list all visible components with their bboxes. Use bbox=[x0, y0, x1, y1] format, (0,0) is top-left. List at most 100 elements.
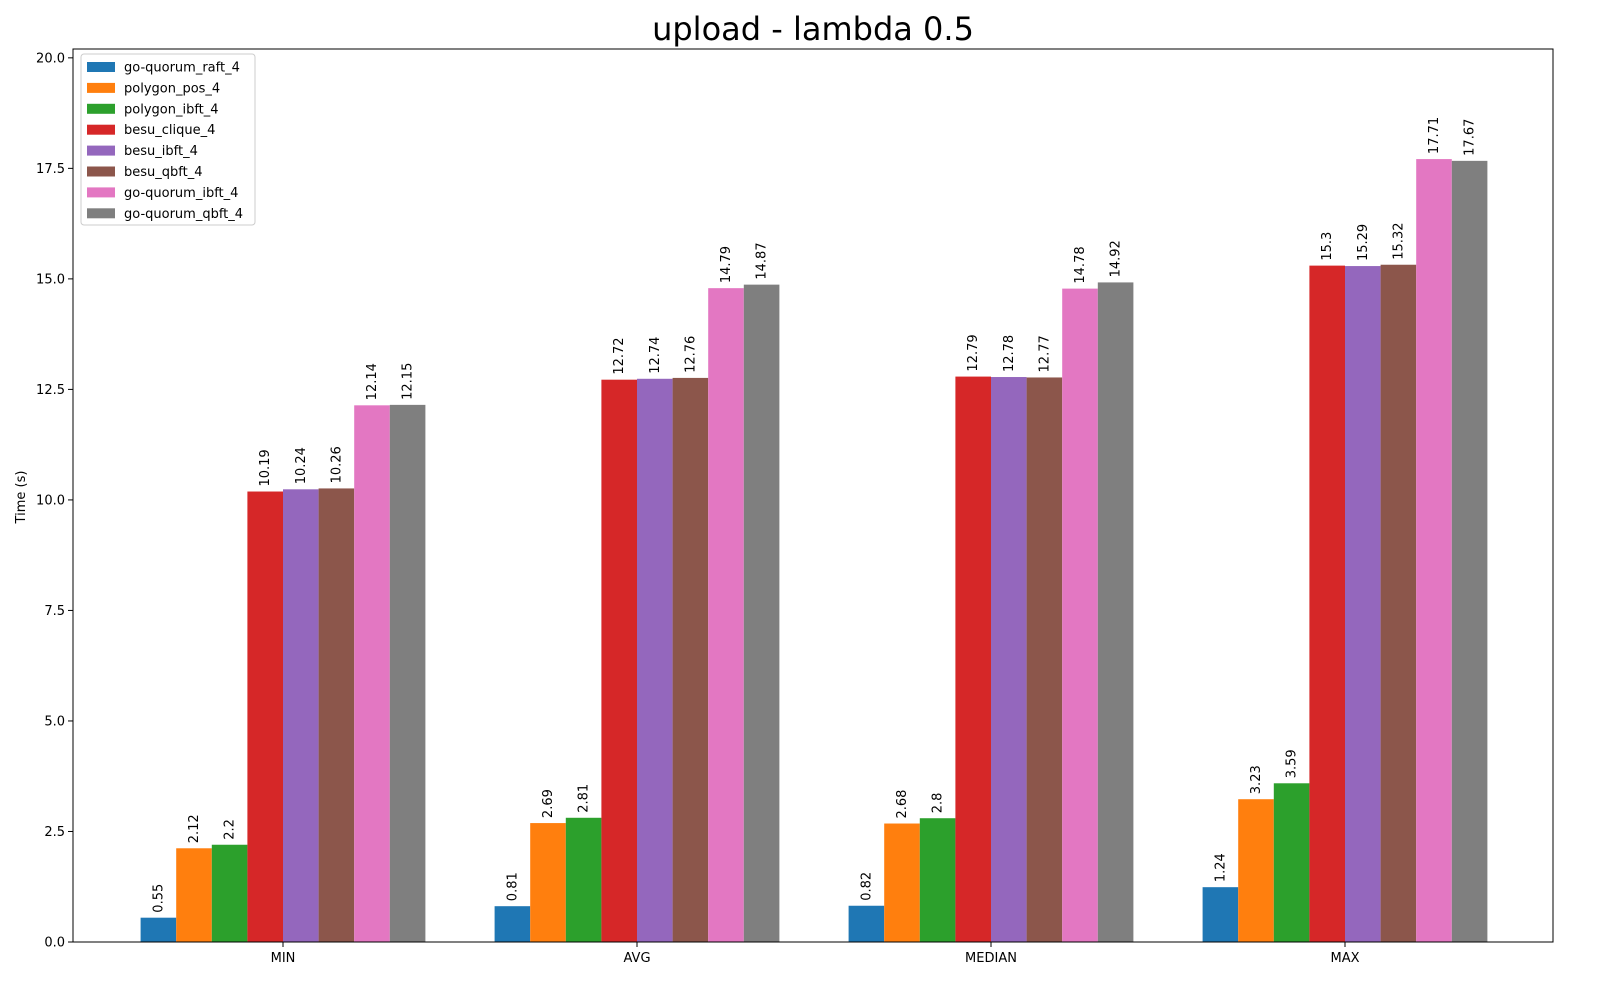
data-label: 2.69 bbox=[541, 789, 556, 818]
legend-entry-label: polygon_pos_4 bbox=[124, 81, 220, 96]
data-label: 14.79 bbox=[719, 246, 734, 283]
bar-go-quorum_ibft_4-MAX bbox=[1416, 159, 1452, 942]
bar-polygon_pos_4-AVG bbox=[530, 823, 566, 942]
axes-layer: 0.0 2.5 5.0 7.5 10.0 12.5 15.0 17.5 20.0 MIN AVG ME… bbox=[36, 48, 1554, 966]
data-label: 12.72 bbox=[612, 337, 627, 374]
bar-go-quorum_qbft_4-AVG bbox=[743, 284, 780, 942]
data-label: 0.82 bbox=[859, 872, 874, 901]
bars-layer bbox=[140, 159, 1488, 943]
bar-besu_qbft_4-MIN bbox=[318, 488, 355, 942]
y-tick-label: 10.0 bbox=[36, 493, 65, 508]
bar-go-quorum_ibft_4-AVG bbox=[708, 288, 744, 942]
y-tick-label: 20.0 bbox=[36, 51, 65, 66]
legend-swatch bbox=[87, 187, 115, 198]
legend-box bbox=[80, 53, 256, 226]
legend-swatch bbox=[87, 208, 115, 219]
x-tick-label: MIN bbox=[271, 951, 296, 966]
y-axis-label: Time (s) bbox=[14, 471, 29, 525]
data-label: 12.15 bbox=[401, 363, 416, 400]
bar-polygon_pos_4-MAX bbox=[1238, 799, 1274, 942]
bar-go-quorum_ibft_4-MEDIAN bbox=[1062, 288, 1098, 942]
legend-entry-label: besu_qbft_4 bbox=[124, 165, 202, 180]
data-label: 12.74 bbox=[648, 337, 663, 374]
data-label: 17.67 bbox=[1463, 119, 1478, 156]
bar-besu_ibft_4-MIN bbox=[283, 489, 319, 942]
legend-entry-label: go-quorum_ibft_4 bbox=[124, 186, 238, 201]
legend-swatch bbox=[87, 145, 115, 156]
legend-swatch bbox=[87, 82, 115, 93]
bar-go-quorum_qbft_4-MEDIAN bbox=[1097, 282, 1134, 942]
bar-besu_clique_4-MEDIAN bbox=[955, 376, 991, 943]
data-label: 10.24 bbox=[294, 447, 309, 484]
data-label: 14.78 bbox=[1073, 246, 1088, 283]
bar-besu_qbft_4-AVG bbox=[672, 377, 709, 942]
data-label: 12.76 bbox=[683, 336, 698, 373]
data-label: 14.92 bbox=[1109, 240, 1124, 277]
data-label: 0.55 bbox=[151, 884, 166, 913]
data-label: 10.19 bbox=[258, 449, 273, 486]
data-label: 3.23 bbox=[1249, 765, 1264, 794]
data-label: 15.3 bbox=[1320, 232, 1335, 261]
plot-frame bbox=[72, 48, 1554, 943]
data-label: 12.79 bbox=[966, 334, 981, 371]
legend-swatch bbox=[87, 124, 115, 135]
chart-title: upload - lambda 0.5 bbox=[652, 10, 974, 48]
y-tick-label: 2.5 bbox=[44, 825, 65, 840]
bar-polygon_ibft_4-AVG bbox=[565, 817, 602, 942]
data-label: 2.12 bbox=[187, 814, 202, 843]
x-tick-label: MEDIAN bbox=[965, 951, 1017, 966]
bar-besu_clique_4-MAX bbox=[1309, 265, 1345, 942]
bar-polygon_ibft_4-MIN bbox=[211, 844, 248, 942]
bar-polygon_ibft_4-MEDIAN bbox=[919, 818, 956, 942]
data-label: 17.71 bbox=[1427, 117, 1442, 154]
data-label: 2.81 bbox=[577, 784, 592, 813]
bar-besu_ibft_4-AVG bbox=[637, 378, 673, 942]
data-label: 2.8 bbox=[931, 793, 946, 814]
legend-swatch bbox=[87, 166, 115, 177]
y-tick-label: 17.5 bbox=[36, 162, 65, 177]
legend-entry-label: besu_ibft_4 bbox=[124, 144, 198, 159]
data-label: 10.26 bbox=[329, 446, 344, 483]
y-tick-label: 0.0 bbox=[44, 936, 65, 951]
y-tick-label: 7.5 bbox=[44, 604, 65, 619]
legend-entry-label: go-quorum_qbft_4 bbox=[124, 207, 243, 222]
bar-besu_qbft_4-MEDIAN bbox=[1026, 377, 1063, 943]
bar-go-quorum_raft_4-MEDIAN bbox=[848, 905, 885, 942]
data-label: 3.59 bbox=[1285, 749, 1300, 778]
data-label: 12.77 bbox=[1037, 335, 1052, 372]
legend-swatch bbox=[87, 103, 115, 114]
legend-swatch bbox=[87, 62, 115, 72]
bar-polygon_pos_4-MIN bbox=[176, 848, 212, 942]
bar-go-quorum_qbft_4-MIN bbox=[389, 404, 426, 942]
data-label: 0.81 bbox=[505, 872, 520, 901]
data-label: 2.2 bbox=[223, 819, 238, 840]
data-label: 2.68 bbox=[895, 790, 910, 819]
data-label: 1.24 bbox=[1213, 853, 1228, 882]
bar-besu_qbft_4-MAX bbox=[1380, 264, 1417, 943]
bar-besu_ibft_4-MEDIAN bbox=[991, 377, 1027, 942]
bar-go-quorum_qbft_4-MAX bbox=[1451, 160, 1488, 943]
x-tick-label: MAX bbox=[1330, 951, 1359, 966]
data-label: 14.87 bbox=[755, 242, 770, 279]
legend-entry-label: polygon_ibft_4 bbox=[124, 102, 219, 117]
data-label: 12.14 bbox=[365, 363, 380, 400]
y-tick-label: 12.5 bbox=[36, 383, 65, 398]
data-labels-layer: 0.55 0.81 0.821.242.122.69 2.683.232.22.81 2… bbox=[151, 117, 1477, 913]
y-tick-label: 5.0 bbox=[44, 714, 65, 729]
data-label: 12.78 bbox=[1002, 335, 1017, 372]
x-tick-label: AVG bbox=[623, 951, 650, 966]
y-tick-label: 15.0 bbox=[36, 272, 65, 287]
bar-polygon_pos_4-MEDIAN bbox=[884, 823, 920, 942]
bar-polygon_ibft_4-MAX bbox=[1273, 783, 1310, 942]
bar-besu_clique_4-AVG bbox=[601, 379, 637, 942]
bar-go-quorum_raft_4-MAX bbox=[1202, 887, 1239, 942]
legend-entry-label: go-quorum_raft_4 bbox=[124, 61, 240, 76]
bar-go-quorum_ibft_4-MIN bbox=[354, 405, 390, 942]
bar-besu_clique_4-MIN bbox=[247, 491, 283, 942]
legend-entry-label: besu_clique_4 bbox=[124, 123, 215, 138]
bar-go-quorum_raft_4-MIN bbox=[140, 917, 177, 942]
bar-besu_ibft_4-MAX bbox=[1345, 266, 1381, 942]
data-label: 15.29 bbox=[1356, 224, 1371, 261]
